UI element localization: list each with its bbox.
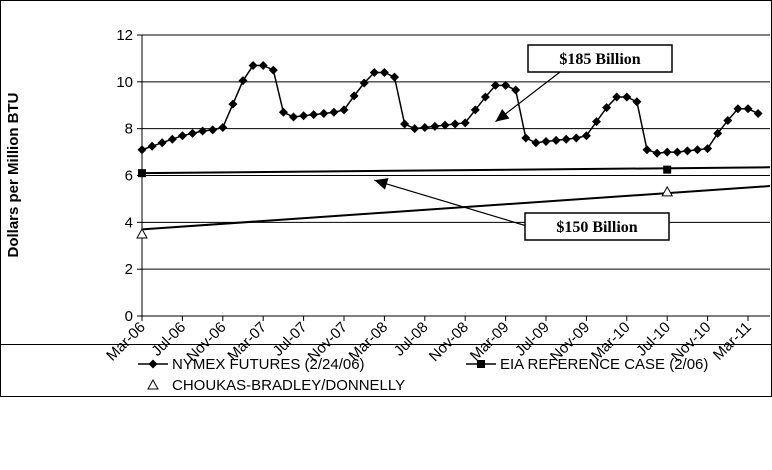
diamond-marker bbox=[491, 80, 500, 90]
y-tick-label: 4 bbox=[125, 214, 133, 231]
diamond-marker bbox=[309, 110, 319, 120]
triangle-marker bbox=[136, 228, 148, 239]
diamond-marker bbox=[339, 105, 349, 115]
diamond-marker bbox=[157, 138, 167, 148]
y-tick-label: 6 bbox=[125, 168, 133, 185]
series-line bbox=[141, 64, 759, 155]
diamond-marker bbox=[390, 72, 399, 82]
diamond-marker bbox=[672, 147, 682, 157]
diamond-marker bbox=[400, 119, 410, 129]
diamond-marker bbox=[642, 145, 652, 155]
diamond-marker bbox=[703, 144, 713, 154]
legend-label: EIA REFERENCE CASE (2/06) bbox=[500, 356, 708, 373]
legend-label: NYMEX FUTURES (2/24/06) bbox=[172, 356, 365, 373]
diamond-marker bbox=[743, 104, 753, 114]
diamond-marker bbox=[278, 107, 288, 117]
diamond-marker bbox=[541, 137, 551, 147]
x-tick-label: Mar-06 bbox=[103, 319, 149, 365]
diamond-marker bbox=[571, 133, 581, 143]
diamond-marker bbox=[268, 65, 278, 75]
legend-label: CHOUKAS-BRADLEY/DONNELLY bbox=[172, 377, 405, 394]
diamond-marker bbox=[420, 122, 430, 132]
diamond-marker bbox=[188, 128, 197, 138]
diamond-marker bbox=[713, 128, 723, 138]
y-tick-label: 10 bbox=[116, 74, 133, 91]
diamond-marker bbox=[410, 124, 420, 134]
annotation-box bbox=[527, 44, 673, 73]
x-tick-label: Mar-11 bbox=[710, 319, 755, 364]
x-tick-label: Nov-08 bbox=[426, 319, 472, 365]
diamond-marker bbox=[723, 115, 733, 125]
diamond-marker bbox=[198, 126, 208, 136]
annotation-arrowhead bbox=[495, 108, 510, 122]
diamond-marker bbox=[228, 99, 238, 109]
diamond-marker bbox=[612, 92, 622, 102]
diamond-marker bbox=[167, 134, 177, 144]
diamond-marker bbox=[369, 67, 379, 77]
diamond-marker bbox=[480, 92, 490, 102]
diamond-marker bbox=[733, 104, 743, 114]
annotation-text: $185 Billion bbox=[559, 51, 640, 68]
diamond-marker bbox=[177, 131, 187, 141]
annotation-arrowhead bbox=[374, 178, 389, 190]
annotation-arrow bbox=[374, 179, 531, 228]
trend-line bbox=[141, 166, 771, 175]
triangle-marker bbox=[661, 185, 674, 197]
square-marker bbox=[138, 169, 146, 178]
annotation-box bbox=[524, 212, 670, 241]
diamond-marker bbox=[289, 112, 298, 122]
diamond-marker bbox=[531, 138, 541, 148]
diamond-marker bbox=[137, 145, 147, 155]
diamond-marker bbox=[299, 111, 309, 121]
diamond-marker bbox=[349, 91, 359, 101]
legend-marker bbox=[477, 360, 485, 368]
diamond-marker bbox=[329, 107, 339, 117]
y-tick-label: 2 bbox=[125, 261, 133, 278]
diamond-marker bbox=[238, 76, 248, 86]
diamond-marker bbox=[551, 135, 561, 145]
annotation-arrow bbox=[495, 71, 561, 123]
diamond-marker bbox=[753, 108, 763, 118]
y-axis-label: Dollars per Million BTU bbox=[5, 92, 22, 257]
diamond-marker bbox=[602, 103, 612, 113]
y-tick-label: 0 bbox=[125, 308, 133, 325]
diamond-marker bbox=[430, 121, 440, 131]
diamond-marker bbox=[460, 118, 470, 128]
diamond-marker bbox=[359, 78, 369, 88]
diamond-marker bbox=[622, 92, 632, 102]
diamond-marker bbox=[450, 119, 460, 129]
diamond-marker bbox=[440, 120, 450, 130]
diamond-marker bbox=[258, 60, 268, 70]
diamond-marker bbox=[632, 97, 642, 107]
diamond-marker bbox=[581, 131, 591, 141]
diamond-marker bbox=[511, 85, 521, 95]
diamond-marker bbox=[662, 147, 672, 157]
legend-marker bbox=[148, 359, 158, 369]
diamond-marker bbox=[147, 141, 157, 151]
diamond-marker bbox=[693, 145, 702, 155]
diamond-marker bbox=[561, 134, 571, 144]
diamond-marker bbox=[470, 105, 480, 115]
diamond-marker bbox=[592, 117, 601, 127]
legend-marker bbox=[147, 378, 159, 390]
diamond-marker bbox=[521, 133, 531, 143]
y-tick-label: 12 bbox=[116, 27, 133, 44]
diamond-marker bbox=[218, 122, 228, 132]
trend-line bbox=[141, 185, 771, 231]
diamond-marker bbox=[379, 67, 389, 77]
diamond-marker bbox=[682, 146, 692, 156]
square-marker bbox=[663, 165, 672, 174]
diamond-marker bbox=[319, 108, 329, 118]
diamond-marker bbox=[248, 60, 258, 70]
diamond-marker bbox=[501, 80, 511, 90]
diamond-marker bbox=[208, 125, 218, 135]
y-tick-label: 8 bbox=[125, 121, 133, 138]
annotation-text: $150 Billion bbox=[556, 219, 637, 236]
diamond-marker bbox=[652, 148, 662, 158]
